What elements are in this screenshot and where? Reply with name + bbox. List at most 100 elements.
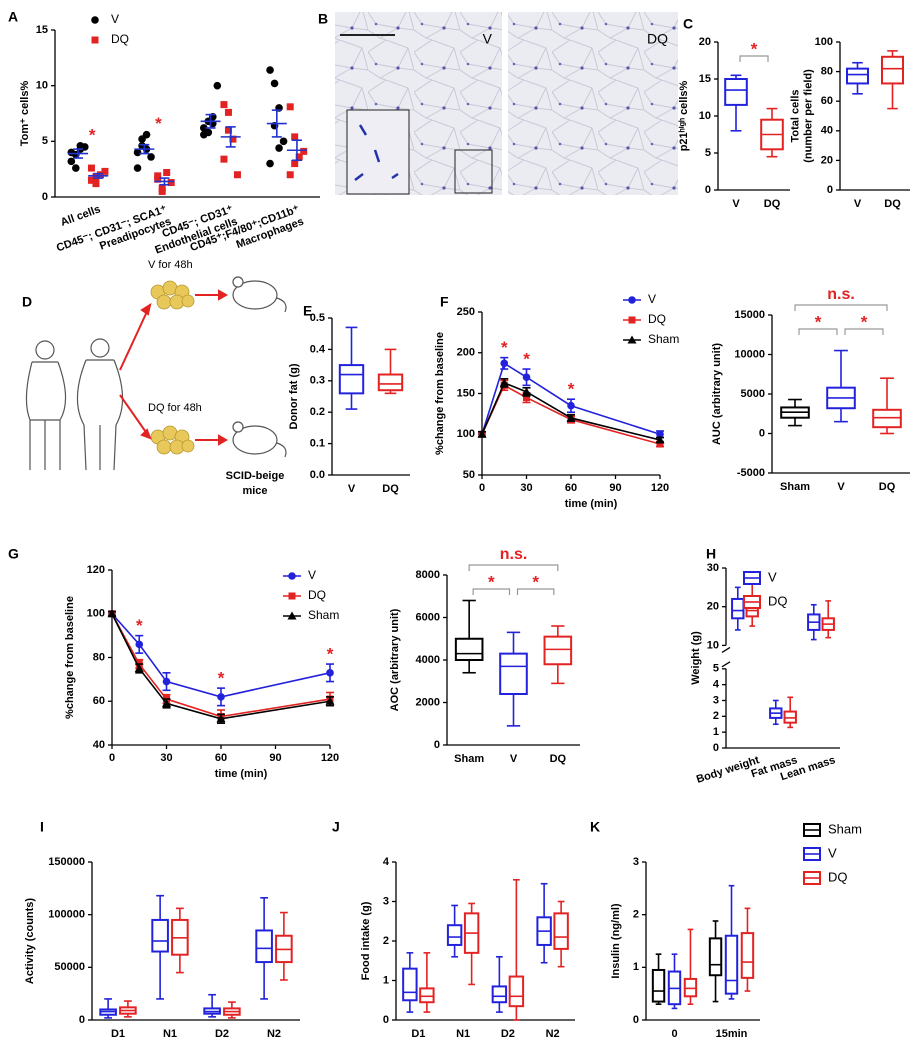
marker — [279, 137, 288, 146]
panel-d: D V for 48h DQ for 48h SCID-beige mice — [22, 259, 287, 497]
box — [499, 652, 528, 695]
marker — [92, 173, 100, 181]
x-tick-label: DQ — [382, 483, 399, 495]
x-tick-label: 30 — [160, 752, 172, 764]
bracket-label: * — [488, 572, 495, 591]
x-tick-label: 30 — [520, 482, 532, 494]
y-tick-label: 0.2 — [310, 406, 325, 418]
x-tick-label: Sham — [780, 481, 810, 493]
panel-label: A — [8, 9, 18, 25]
y-axis-label: Tom⁺ cells% — [19, 81, 31, 147]
y-tick-label: 80 — [821, 66, 833, 78]
box — [846, 67, 869, 85]
marker — [266, 159, 274, 168]
box — [731, 597, 745, 620]
x-tick-label: DQ — [879, 481, 896, 493]
y-tick-label: 50 — [463, 469, 475, 481]
y-tick-label: 5 — [42, 135, 48, 147]
panel-label: E — [303, 303, 312, 319]
y-tick-label: 1 — [633, 961, 639, 973]
y-axis-label: %change from baseline — [64, 596, 76, 719]
y-axis-label: Insulin (ng/ml) — [610, 903, 622, 978]
panel-label: D — [22, 294, 32, 310]
image-label: V — [483, 31, 493, 47]
y-tick-label: 0 — [633, 1014, 639, 1026]
significance: * — [568, 380, 575, 399]
legend-label: V — [768, 569, 777, 584]
x-tick-label: DQ — [764, 198, 781, 210]
legend-label: V — [828, 845, 837, 860]
marker — [158, 184, 166, 192]
marker — [499, 378, 509, 387]
box — [740, 932, 755, 979]
marker — [566, 413, 576, 422]
legend-marker — [91, 36, 99, 44]
y-tick-label: 0.3 — [310, 375, 325, 387]
marker — [76, 141, 85, 150]
marker — [87, 164, 95, 172]
box — [553, 912, 569, 950]
marker — [656, 440, 664, 448]
marker — [300, 147, 308, 155]
marker — [325, 696, 335, 705]
image-label: DQ — [647, 31, 668, 47]
y-tick-label: 10 — [699, 110, 711, 122]
y-tick-label: 0 — [759, 427, 765, 439]
y-tick-label: 30 — [707, 562, 719, 574]
marker — [213, 81, 222, 90]
y-tick-label: 4000 — [416, 654, 440, 666]
significance: * — [89, 125, 96, 144]
box — [724, 934, 739, 995]
marker — [167, 179, 175, 187]
marker — [204, 128, 213, 137]
x-tick-label: N1 — [163, 1028, 177, 1040]
y-tick-label: 5 — [705, 147, 711, 159]
bracket — [739, 55, 769, 62]
y-tick-label: 0 — [42, 191, 48, 203]
significance: * — [501, 338, 508, 357]
stained-cells — [354, 124, 399, 181]
x-tick-label: D1 — [111, 1028, 125, 1040]
marker — [163, 169, 171, 177]
marker — [567, 401, 575, 410]
axis-break — [721, 661, 731, 668]
marker — [162, 698, 171, 707]
y-tick-label: 1 — [713, 726, 719, 738]
box — [881, 55, 904, 85]
legend-label: Sham — [648, 332, 679, 346]
x-tick-label-line: All cells — [59, 203, 102, 228]
marker — [72, 164, 80, 172]
marker — [477, 429, 487, 438]
legend-marker — [287, 611, 297, 620]
x-tick-label: V — [348, 483, 356, 495]
recipient-label: SCID-beige — [226, 470, 285, 482]
y-axis-label: p21ʰⁱᵍʰ cells% — [677, 80, 690, 151]
bracket-label: n.s. — [827, 286, 855, 303]
y-tick-label: 10 — [36, 80, 48, 92]
y-axis-label: Total cells(number per field) — [789, 69, 814, 163]
y-axis-label: AUC (arbitrary unit) — [711, 343, 723, 445]
x-tick-label: D1 — [411, 1028, 425, 1040]
legend-label: V — [308, 568, 316, 582]
marker — [154, 172, 162, 180]
y-tick-label: 15000 — [734, 309, 765, 321]
y-tick-label: 3 — [383, 895, 389, 907]
y-tick-label: 60 — [821, 95, 833, 107]
y-tick-label: 3 — [713, 694, 719, 706]
panel-label: I — [40, 819, 44, 835]
x-tick-label: 60 — [565, 482, 577, 494]
arm-label: V for 48h — [148, 259, 193, 271]
y-tick-label: -5000 — [737, 467, 765, 479]
marker — [229, 135, 237, 143]
marker — [133, 164, 142, 172]
y-axis-label-line: Total cells — [789, 90, 801, 143]
panel-label: B — [318, 11, 328, 27]
x-tick-label: V — [854, 198, 862, 210]
bracket-label: * — [751, 39, 758, 58]
x-tick-label: DQ — [884, 198, 901, 210]
box — [419, 987, 435, 1004]
bracket — [472, 588, 511, 595]
marker — [233, 171, 241, 179]
y-tick-label: 250 — [457, 306, 475, 318]
y-tick-label: 100 — [815, 36, 833, 48]
